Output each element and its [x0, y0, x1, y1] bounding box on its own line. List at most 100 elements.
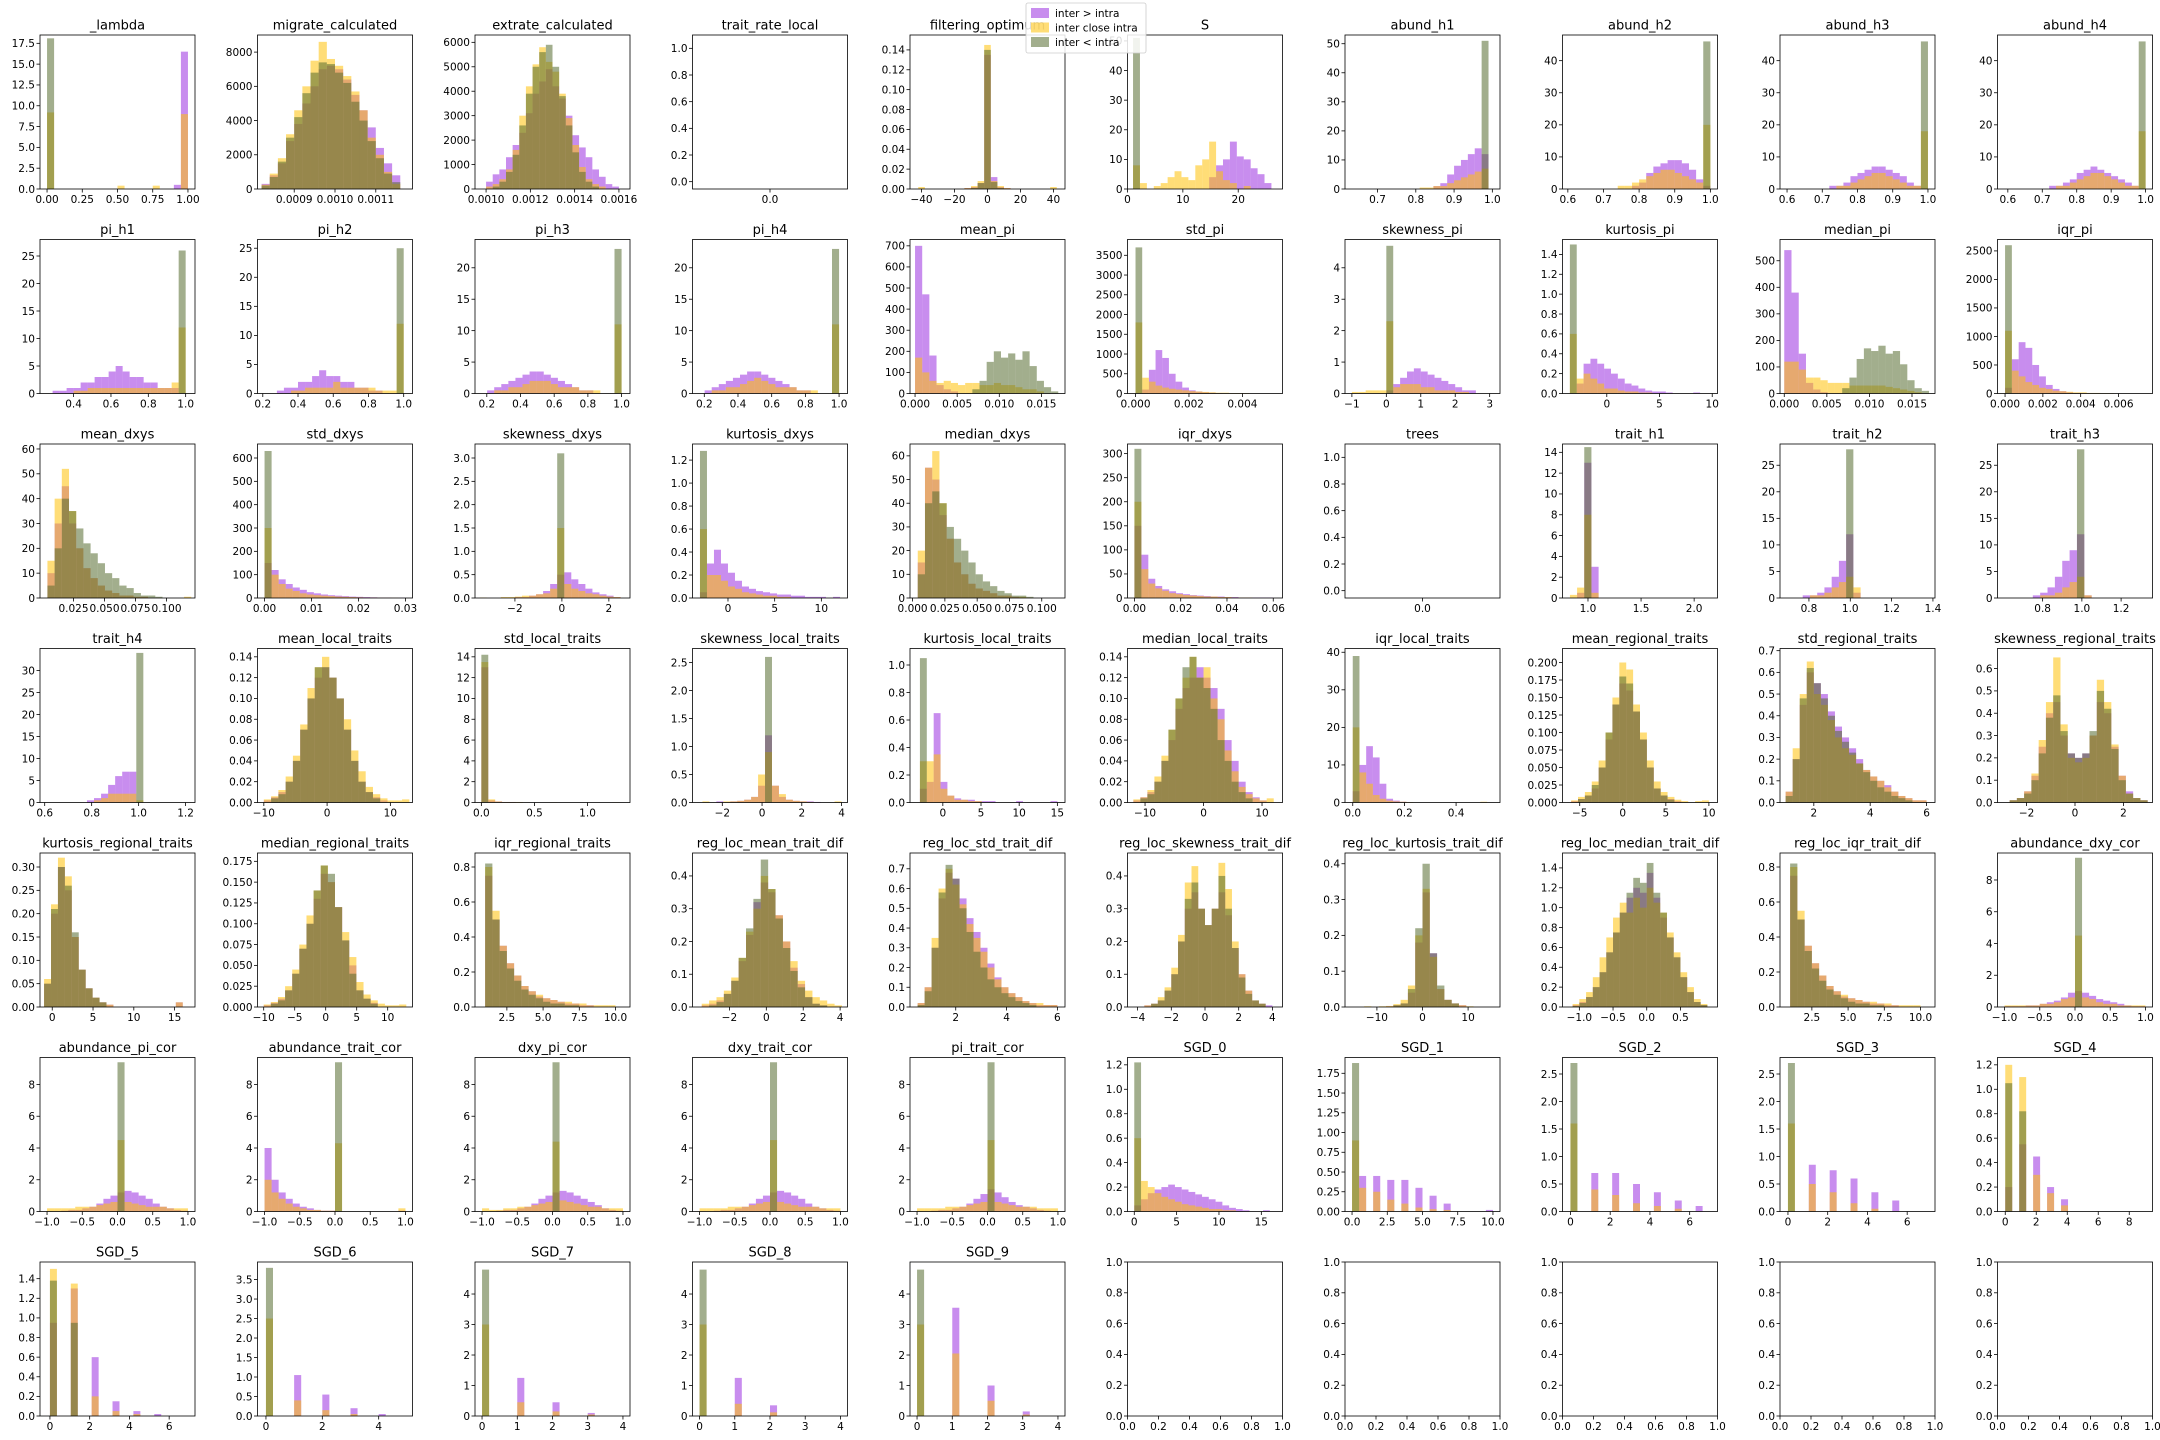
- x-tick-label: 0.5: [362, 1217, 379, 1229]
- bar: [1188, 1191, 1196, 1212]
- bar: [777, 596, 784, 598]
- bar: [2069, 550, 2077, 598]
- y-tick-label: 0.00: [882, 184, 905, 196]
- y-tick-label: 12: [457, 672, 470, 684]
- bar: [1147, 794, 1155, 803]
- bar: [1871, 1208, 1879, 1212]
- subplot-kurtosis-regional-traits: 0 5 10 150.000.050.100.150.200.250.30kurtos…: [12, 837, 196, 1024]
- bar: [347, 387, 355, 394]
- y-tick-label: 50: [22, 469, 35, 481]
- x-tick-label: 6: [1904, 1217, 1911, 1229]
- bar: [2138, 1005, 2146, 1007]
- axes-frame: [257, 648, 413, 803]
- y-tick-label: 0.075: [222, 939, 252, 951]
- bar: [481, 654, 489, 803]
- x-tick-label: 10.0: [1481, 1217, 1504, 1229]
- bar: [716, 1002, 724, 1007]
- y-tick-label: 0: [898, 1206, 905, 1218]
- y-tick-label: 4: [681, 1143, 688, 1155]
- y-tick-label: 500: [1102, 369, 1122, 381]
- subplot-title: S: [1201, 19, 1209, 34]
- y-tick-label: 30: [22, 665, 35, 677]
- bar: [1680, 977, 1688, 1007]
- y-tick-label: 0.0: [1541, 1411, 1558, 1423]
- y-tick-label: 0.2: [1976, 1182, 1993, 1194]
- y-tick-label: 40: [1979, 55, 1992, 67]
- bar: [2038, 753, 2046, 803]
- y-tick-label: 6: [898, 1111, 905, 1123]
- bar: [1196, 677, 1204, 803]
- bar: [1440, 186, 1448, 189]
- y-tick-label: 20: [1327, 722, 1340, 734]
- bar: [51, 909, 58, 1007]
- x-tick-label: 0.010: [1854, 399, 1884, 411]
- bar: [1688, 179, 1697, 190]
- bar: [1877, 1005, 1885, 1007]
- bar: [1849, 377, 1857, 394]
- bar: [784, 1203, 792, 1212]
- bar: [615, 1208, 623, 1212]
- bar: [1139, 183, 1147, 189]
- bar: [264, 1147, 272, 1212]
- bar: [2049, 185, 2057, 189]
- bar: [290, 390, 299, 394]
- x-tick-label: 0: [2072, 808, 2079, 820]
- subplot-title: trees: [1406, 428, 1439, 443]
- bar: [1462, 391, 1469, 394]
- x-tick-label: 2: [800, 1012, 807, 1024]
- bar: [1693, 1002, 1701, 1007]
- bar: [1855, 1003, 1863, 1007]
- subplot-title: SGD_2: [1618, 1041, 1661, 1056]
- bar: [782, 387, 790, 394]
- x-tick-label: 1.0: [579, 808, 596, 820]
- y-tick-label: 200: [232, 546, 252, 558]
- bar: [1798, 369, 1806, 394]
- x-tick-label: 0.0: [1337, 1421, 1354, 1433]
- plot-area-mean-local-traits: [263, 656, 410, 803]
- series-inter-intra: [1135, 247, 1143, 394]
- y-tick-label: 1.75: [1317, 1068, 1340, 1080]
- x-tick-label: 0.004: [1227, 399, 1257, 411]
- bar: [1639, 179, 1647, 190]
- bar: [1584, 447, 1592, 598]
- bar: [1157, 1000, 1165, 1007]
- axes-frame: [39, 852, 196, 1008]
- bar: [2082, 997, 2090, 1007]
- y-tick-label: 0.00: [12, 1002, 35, 1014]
- bar: [1838, 560, 1847, 598]
- bar: [971, 188, 978, 189]
- bar: [713, 575, 721, 598]
- bar: [152, 185, 160, 189]
- bar: [306, 1209, 314, 1212]
- bar: [2076, 449, 2085, 598]
- bar: [1474, 148, 1482, 189]
- x-tick-label: 0.050: [962, 603, 992, 615]
- bar: [966, 931, 974, 1007]
- y-tick-label: 10: [1544, 152, 1557, 164]
- x-tick-label: 0.0: [473, 808, 490, 820]
- bar: [1806, 668, 1814, 803]
- bar: [1168, 729, 1176, 803]
- x-tick-label: 0.025: [930, 603, 960, 615]
- bar: [1871, 1192, 1879, 1212]
- bar: [365, 792, 373, 803]
- series-inter-intra: [709, 859, 828, 1007]
- bar: [1258, 1003, 1266, 1007]
- y-tick-label: 0.4: [671, 123, 688, 135]
- x-tick-label: 0.4: [65, 399, 82, 411]
- y-tick-label: 600: [232, 453, 252, 465]
- x-tick-label: 0: [324, 808, 331, 820]
- y-tick-label: 14: [1544, 447, 1558, 459]
- bar: [122, 771, 130, 803]
- bar: [99, 1002, 107, 1007]
- bar: [2054, 592, 2063, 598]
- y-tick-label: 0.25: [12, 885, 35, 897]
- bar: [2040, 595, 2048, 598]
- subplot-title: SGD_6: [313, 1246, 356, 1261]
- y-tick-label: 0.4: [1323, 1349, 1340, 1361]
- y-tick-label: 1.0: [1323, 1257, 1340, 1269]
- x-tick-label: 0.4: [1448, 808, 1465, 820]
- y-tick-label: 1.0: [1758, 1257, 1775, 1269]
- subplot-title: pi_h1: [100, 223, 135, 238]
